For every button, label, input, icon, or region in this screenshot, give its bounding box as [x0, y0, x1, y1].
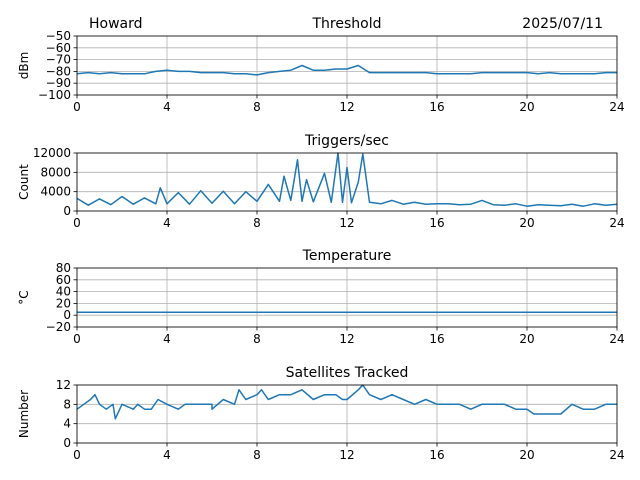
threshold-ytick-label-3: −70	[46, 53, 71, 67]
satellites-ytick-label-2: 8	[63, 397, 71, 411]
satellites-ytick-label-0: 0	[63, 436, 71, 450]
temperature-ytick-label-4: 60	[56, 273, 71, 287]
temperature-ylabel: °C	[17, 290, 31, 304]
satellites-xtick-label-6: 24	[609, 448, 624, 462]
threshold-panel: 0 4 8 12 16 20 24 −100−90−80−70−60−50 Threshold d…	[17, 16, 625, 114]
triggers-ytick-label-0: 0	[63, 204, 71, 218]
chart-panels: 0 4 8 12 16 20 24 −100−90−80−70−60−50 Threshold d…	[17, 16, 625, 462]
triggers-xtick-label-6: 24	[609, 216, 624, 230]
triggers-xtick-label-3: 12	[339, 216, 354, 230]
temperature-xtick-label-0: 0	[73, 332, 81, 346]
triggers-ytick-label-2: 8000	[40, 165, 71, 179]
threshold-xtick-label-4: 16	[429, 100, 444, 114]
triggers-xtick-label-1: 4	[163, 216, 171, 230]
temperature-xtick-label-4: 16	[429, 332, 444, 346]
temperature-xtick-label-2: 8	[253, 332, 261, 346]
threshold-series-line-0	[76, 64, 617, 76]
satellites-ylabel: Number	[17, 390, 31, 438]
satellites-xtick-label-4: 16	[429, 448, 444, 462]
triggers-ylabel: Count	[17, 164, 31, 200]
satellites-xtick-label-5: 20	[519, 448, 534, 462]
triggers-xtick-label-5: 20	[519, 216, 534, 230]
threshold-xtick-label-6: 24	[609, 100, 624, 114]
temperature-xtick-label-3: 12	[339, 332, 354, 346]
triggers-title: Triggers/sec	[304, 133, 389, 149]
satellites-xtick-label-2: 8	[253, 448, 261, 462]
satellites-xtick-label-1: 4	[163, 448, 171, 462]
triggers-ytick-label-3: 12000	[33, 146, 71, 160]
threshold-title: Threshold	[312, 16, 382, 32]
satellites-panel: 0 4 8 12 16 20 24 0 4 8 12 Satellites Tracked Number	[17, 365, 625, 462]
threshold-ytick-label-0: −100	[38, 88, 71, 102]
threshold-xtick-label-0: 0	[73, 100, 81, 114]
station-label: Howard	[89, 16, 143, 32]
threshold-xtick-label-5: 20	[519, 100, 534, 114]
threshold-ytick-label-5: −50	[46, 29, 71, 43]
temperature-ytick-label-1: 0	[63, 308, 71, 322]
temperature-xtick-label-5: 20	[519, 332, 534, 346]
date-label: 2025/07/11	[522, 16, 603, 32]
temperature-title: Temperature	[302, 248, 392, 264]
satellites-ytick-label-3: 12	[56, 378, 71, 392]
threshold-ylabel: dBm	[17, 52, 31, 80]
satellites-xtick-label-3: 12	[339, 448, 354, 462]
threshold-ytick-label-2: −80	[46, 64, 71, 78]
temperature-ytick-label-2: 20	[56, 296, 71, 310]
temperature-ytick-label-0: −20	[46, 320, 71, 334]
satellites-xtick-label-0: 0	[73, 448, 81, 462]
triggers-xtick-label-2: 8	[253, 216, 261, 230]
triggers-ytick-label-1: 4000	[40, 185, 71, 199]
threshold-xtick-label-1: 4	[163, 100, 171, 114]
temperature-ytick-label-3: 40	[56, 285, 71, 299]
threshold-xtick-label-3: 12	[339, 100, 354, 114]
threshold-xtick-label-2: 8	[253, 100, 261, 114]
threshold-ytick-label-1: −90	[46, 76, 71, 90]
satellites-series-line-0	[76, 384, 617, 420]
satellites-title: Satellites Tracked	[286, 365, 409, 381]
triggers-xtick-label-0: 0	[73, 216, 81, 230]
threshold-ytick-label-4: −60	[46, 41, 71, 55]
satellites-ytick-label-1: 4	[63, 417, 71, 431]
temperature-xtick-label-1: 4	[163, 332, 171, 346]
temperature-xtick-label-6: 24	[609, 332, 624, 346]
triggers-xtick-label-4: 16	[429, 216, 444, 230]
triggers-panel: 0 4 8 12 16 20 24 0 4000 8000 12000 Triggers/sec Cou…	[17, 133, 625, 230]
temperature-ytick-label-5: 80	[56, 261, 71, 275]
